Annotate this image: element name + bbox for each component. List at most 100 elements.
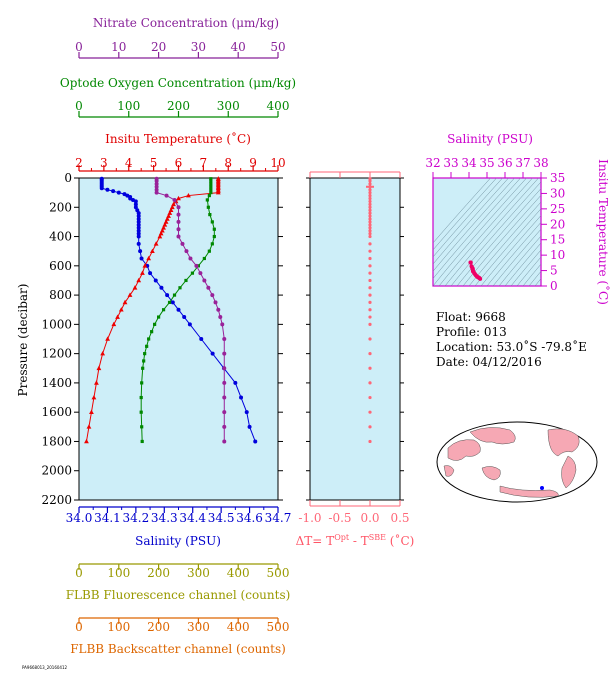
delta-t-point <box>368 223 372 227</box>
oxygen-point <box>207 193 211 198</box>
salinity-point <box>170 300 175 305</box>
salinity-tick-label: 34.7 <box>265 511 292 525</box>
isopycnal-line <box>450 181 541 286</box>
nitrate-point <box>194 263 199 268</box>
ts-y-tick-label: 35 <box>550 171 565 185</box>
backscatter-tick-label: 0 <box>75 620 83 634</box>
salinity-point <box>153 278 158 283</box>
nitrate-point <box>202 278 207 283</box>
pressure-tick-label: 200 <box>49 200 72 214</box>
fluorescence-tick-label: 100 <box>107 566 130 580</box>
temperature-tick-label: 3 <box>100 156 108 170</box>
date: Date: 04/12/2016 <box>436 355 542 369</box>
salinity-point <box>139 256 144 261</box>
salinity-point <box>136 228 141 233</box>
delta-t-plot-area <box>309 177 401 501</box>
isopycnal-line <box>486 221 541 286</box>
delta-t-point <box>368 271 372 275</box>
salinity-point <box>99 186 104 191</box>
oxygen-point <box>212 227 216 231</box>
backscatter-tick-label: 200 <box>147 620 170 634</box>
fluorescence-tick-label: 400 <box>227 566 250 580</box>
isopycnal-line <box>444 178 539 286</box>
ts-y-tick-label: 25 <box>550 202 565 216</box>
delta-t-surface-mark <box>366 185 374 188</box>
oxygen-point <box>209 177 213 181</box>
pressure-tick-label: 2000 <box>41 464 72 478</box>
temperature-point <box>84 438 89 444</box>
isopycnal-line <box>528 270 541 286</box>
isopycnal-line <box>474 208 541 286</box>
pressure-tick-label: 800 <box>49 288 72 302</box>
temperature-tick-label: 9 <box>249 156 257 170</box>
pressure-tick-label: 1800 <box>41 434 72 448</box>
delta-t-point <box>368 182 372 186</box>
nitrate-point <box>222 351 227 356</box>
salinity-tick-label: 34.2 <box>122 511 149 525</box>
temperature-point <box>100 351 106 356</box>
nitrate-point <box>220 322 225 327</box>
oxygen-axis-title: Optode Oxygen Concentration (μm/kg) <box>60 76 296 90</box>
salinity-point <box>182 315 187 320</box>
isopycnal-line <box>433 178 503 258</box>
backscatter-axis-title: FLBB Backscatter channel (counts) <box>70 642 286 656</box>
delta-t-point <box>368 381 372 385</box>
oxygen-tick-label: 0 <box>75 99 83 113</box>
nitrate-point <box>154 178 159 183</box>
delta-t-point <box>368 249 372 253</box>
temperature-point <box>157 233 163 239</box>
delta-t-tick-label: -0.5 <box>328 511 351 525</box>
salinity-point <box>148 271 153 276</box>
temperature-point <box>136 277 142 283</box>
temperature-point <box>153 241 159 246</box>
backscatter-tick-label: 500 <box>267 620 290 634</box>
delta-t-point <box>368 242 372 246</box>
isopycnal-line <box>456 188 541 286</box>
nitrate-point <box>184 249 189 254</box>
nitrate-point <box>154 187 159 192</box>
delta-t-point <box>368 264 372 268</box>
delta-t-point <box>368 234 372 239</box>
salinity-point <box>210 351 215 356</box>
nitrate-point <box>222 395 227 400</box>
isopycnal-line <box>433 178 497 251</box>
ts-y-tick-label: 30 <box>550 186 565 200</box>
salinity-point <box>233 380 238 385</box>
oxygen-point <box>145 344 149 348</box>
nitrate-tick-label: 40 <box>231 40 246 54</box>
nitrate-point <box>222 439 227 444</box>
oxygen-point <box>139 395 143 400</box>
ts-x-tick-label: 33 <box>443 156 458 170</box>
ts-x-tick-label: 36 <box>497 156 512 170</box>
oxygen-point <box>190 271 195 275</box>
salinity-tick-label: 34.3 <box>151 511 178 525</box>
nitrate-point <box>176 212 181 217</box>
pressure-tick-label: 1400 <box>41 376 72 390</box>
delta-t-point <box>368 196 372 201</box>
ts-salinity-axis-title: Salinity (PSU) <box>447 132 533 146</box>
delta-t-panel: -1.0 -0.5 0.0 0.5 <box>298 171 410 525</box>
oxygen-point <box>161 308 166 312</box>
profile-number: Profile: 013 <box>436 325 507 339</box>
oxygen-point <box>208 212 212 217</box>
nitrate-point <box>154 190 159 195</box>
delta-t-point <box>368 217 372 221</box>
pressure-tick-label: 2200 <box>41 493 72 507</box>
temperature-point <box>86 424 92 429</box>
temperature-point <box>186 192 191 198</box>
temperature-tick-label: 2 <box>75 156 83 170</box>
salinity-tick-label: 34.5 <box>208 511 235 525</box>
nitrate-tick-label: 0 <box>75 40 83 54</box>
oxygen-point <box>207 249 211 253</box>
delta-t-point <box>368 214 372 218</box>
salinity-point <box>244 410 249 415</box>
nitrate-point <box>222 424 227 429</box>
isopycnal-line <box>433 178 521 279</box>
delta-t-point <box>368 337 372 341</box>
temperature-point <box>105 336 111 341</box>
temperature-tick-label: 4 <box>125 156 133 170</box>
pressure-tick-label: 1000 <box>41 317 72 331</box>
nitrate-point <box>176 219 181 224</box>
oxygen-point <box>140 381 144 385</box>
